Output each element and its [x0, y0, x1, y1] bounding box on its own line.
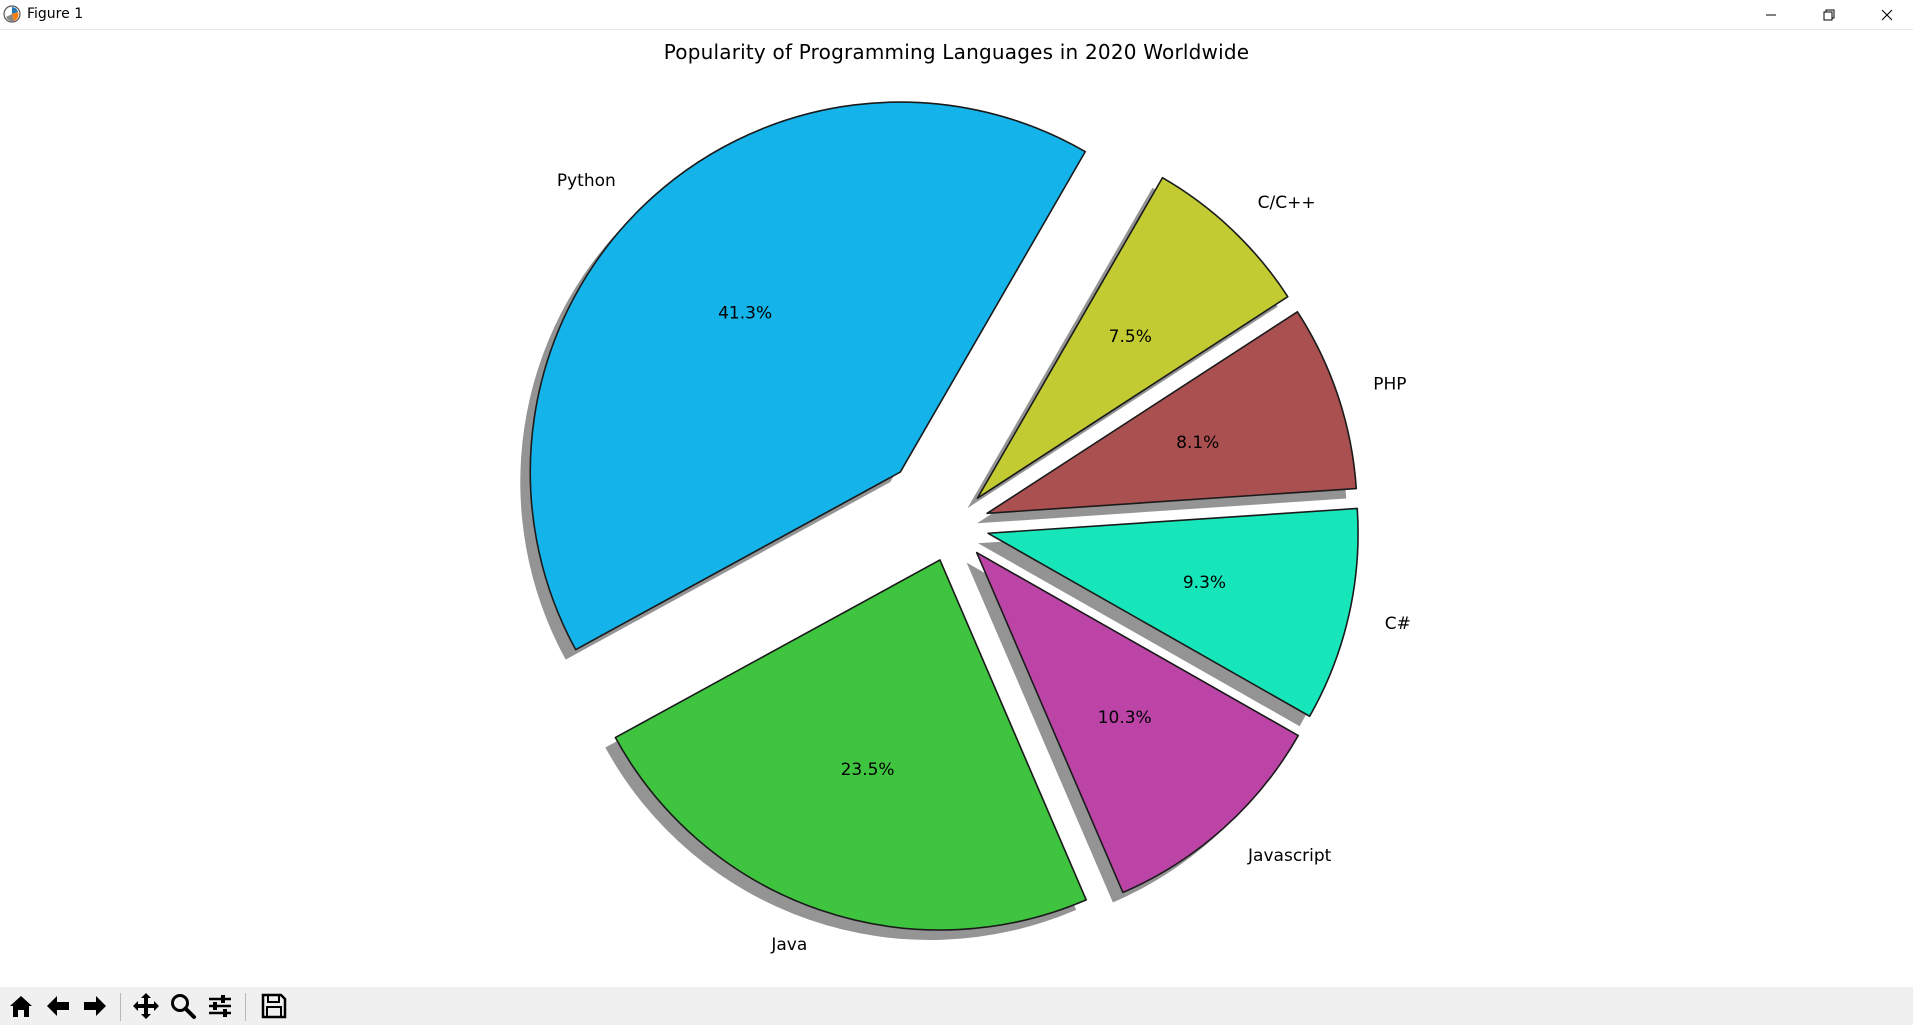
close-button[interactable]: [1858, 0, 1913, 29]
wedge-java: [614, 559, 1087, 931]
pie-chart: Python 41.3% Java 23.5% Javascript 10.3% C# 9.3…: [520, 101, 1411, 955]
chart-title: Popularity of Programming Languages in 2…: [663, 40, 1250, 64]
pie-percent-label-php: 8.1%: [1176, 433, 1219, 453]
pie-percent-label-python: 41.3%: [718, 303, 772, 323]
zoom-icon: [171, 994, 196, 1019]
app-icon: [3, 5, 21, 23]
pie-label-c-c-: C/C++: [1258, 193, 1316, 213]
forward-button[interactable]: [78, 989, 112, 1023]
forward-icon: [84, 996, 106, 1016]
home-button[interactable]: [4, 989, 38, 1023]
pie-label-javascript: Javascript: [1247, 846, 1332, 866]
pie-percent-label-c-: 9.3%: [1183, 573, 1226, 593]
save-button[interactable]: [257, 989, 291, 1023]
home-icon: [10, 996, 32, 1017]
wedge-c-: [987, 507, 1359, 718]
window-titlebar: Figure 1: [0, 0, 1913, 30]
navigation-toolbar: [0, 987, 1913, 1025]
pie-label-c-: C#: [1385, 614, 1411, 634]
toolbar-separator: [120, 993, 121, 1021]
pie-percent-label-java: 23.5%: [841, 760, 895, 780]
zoom-button[interactable]: [166, 989, 200, 1023]
minimize-icon: [1766, 14, 1776, 15]
pie-label-python: Python: [557, 171, 616, 191]
configure-subplots-button[interactable]: [203, 989, 237, 1023]
window-title: Figure 1: [27, 6, 84, 22]
minimize-button[interactable]: [1742, 0, 1800, 29]
wedge-c-c-: [976, 176, 1289, 499]
pie-label-java: Java: [770, 935, 807, 955]
back-button[interactable]: [41, 989, 75, 1023]
wedge-javascript: [975, 551, 1300, 894]
restore-icon: [1823, 9, 1835, 20]
wedge-php: [986, 310, 1358, 515]
pie-percent-label-c-c-: 7.5%: [1109, 327, 1152, 347]
back-icon: [47, 996, 69, 1016]
pie-percent-label-javascript: 10.3%: [1098, 708, 1152, 728]
configure-subplots-icon: [209, 995, 231, 1017]
pan-button[interactable]: [129, 989, 163, 1023]
pan-icon: [133, 993, 159, 1019]
toolbar-separator: [245, 993, 246, 1021]
close-icon: [1881, 9, 1893, 20]
wedge-python: [529, 101, 1087, 651]
restore-button[interactable]: [1800, 0, 1858, 29]
save-icon: [261, 993, 287, 1019]
pie-label-php: PHP: [1373, 375, 1406, 395]
